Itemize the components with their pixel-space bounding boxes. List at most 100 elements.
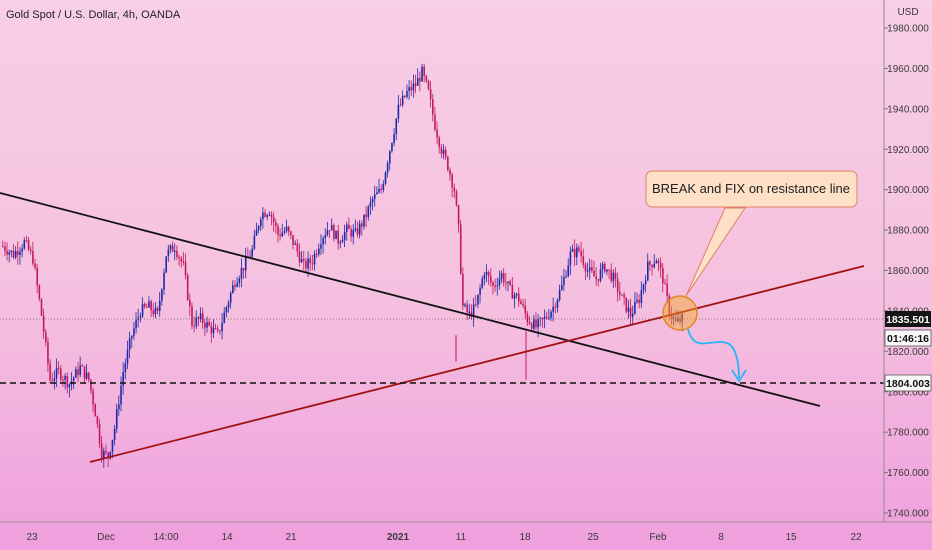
candle — [275, 218, 277, 234]
svg-text:1835.501: 1835.501 — [886, 314, 930, 326]
candle — [131, 335, 133, 349]
candle — [210, 321, 213, 343]
candle — [193, 316, 195, 333]
candle — [85, 364, 88, 381]
candle — [466, 300, 468, 321]
candle — [382, 180, 385, 193]
candle — [27, 237, 30, 252]
y-tick-label: 1980.000 — [887, 24, 929, 35]
x-tick-label: 25 — [587, 532, 599, 543]
candle — [511, 276, 514, 299]
candle — [214, 323, 217, 330]
projection-arrow[interactable] — [687, 328, 740, 379]
candle — [217, 325, 219, 333]
candle — [391, 142, 393, 153]
y-tick-label: 1940.000 — [887, 104, 929, 115]
candle — [507, 281, 509, 292]
rising-trend-line[interactable] — [89, 265, 865, 463]
candle — [406, 84, 408, 99]
candle — [120, 376, 122, 412]
candle — [113, 425, 116, 446]
candle — [348, 217, 350, 230]
candle — [281, 223, 284, 238]
candle — [96, 415, 99, 429]
candle — [244, 247, 247, 279]
breakout-highlight-circle[interactable] — [662, 295, 698, 331]
price-axis[interactable]: 1740.000 1760.000 1780.000 1800.000 1820.000… — [884, 24, 929, 520]
candle — [23, 237, 26, 251]
candle — [303, 250, 305, 271]
candle — [434, 107, 436, 132]
candle — [294, 240, 296, 246]
candle — [184, 253, 187, 280]
candle — [558, 284, 561, 302]
candle — [432, 93, 434, 122]
candle — [487, 270, 490, 285]
x-tick-label: 14:00 — [153, 532, 178, 543]
candle — [68, 383, 71, 398]
candle — [350, 225, 352, 242]
candle — [2, 240, 4, 248]
y-tick-label: 1960.000 — [887, 64, 929, 75]
candle — [354, 219, 357, 233]
candle — [305, 257, 307, 273]
candle — [4, 241, 6, 257]
candle — [518, 287, 520, 307]
candle — [571, 244, 574, 253]
candle — [451, 172, 453, 198]
candle — [483, 271, 486, 286]
candle — [376, 186, 378, 195]
candle — [563, 268, 565, 291]
candle — [438, 135, 441, 154]
candle — [606, 269, 608, 276]
falling-trend-line[interactable] — [0, 192, 821, 407]
candle — [593, 260, 595, 277]
candle — [356, 221, 359, 238]
candle — [55, 358, 58, 388]
candle — [582, 248, 585, 269]
candle — [171, 241, 174, 252]
candle — [47, 337, 49, 372]
candle — [242, 267, 245, 279]
candle — [425, 74, 428, 83]
candle — [268, 211, 271, 217]
candle — [287, 225, 290, 236]
y-tick-label: 1740.000 — [887, 509, 929, 520]
x-tick-label: 14 — [221, 532, 233, 543]
annotation-callout[interactable] — [645, 170, 858, 208]
candle — [10, 250, 13, 258]
candle — [118, 395, 120, 416]
support-price-tag: 1804.003 — [884, 374, 932, 392]
candle — [492, 280, 494, 295]
x-tick-label: 22 — [850, 532, 862, 543]
y-tick-label: 1880.000 — [887, 226, 929, 237]
candle — [524, 298, 527, 319]
candle — [672, 315, 675, 326]
candle — [550, 309, 552, 322]
candle — [229, 290, 232, 309]
candle — [38, 284, 41, 302]
candle — [341, 235, 344, 243]
candle — [369, 196, 372, 215]
candle — [496, 277, 499, 296]
candle — [189, 293, 191, 316]
candle — [659, 257, 662, 278]
candle — [313, 250, 316, 271]
candle — [186, 273, 189, 302]
candle — [505, 273, 507, 291]
candle — [257, 224, 260, 234]
candle — [584, 262, 587, 281]
candle — [128, 331, 131, 359]
candle — [191, 302, 193, 329]
candle — [206, 316, 208, 333]
time-axis[interactable]: 23 Dec 14:00 14 21 2021 11 18 25 Feb 8 15 22 — [26, 532, 862, 543]
x-tick-label: 23 — [26, 532, 38, 543]
candle — [139, 312, 142, 323]
candle — [599, 262, 602, 283]
candle — [70, 372, 73, 391]
projection-arrowhead — [731, 369, 747, 383]
candle — [644, 274, 647, 293]
candle — [318, 243, 320, 257]
